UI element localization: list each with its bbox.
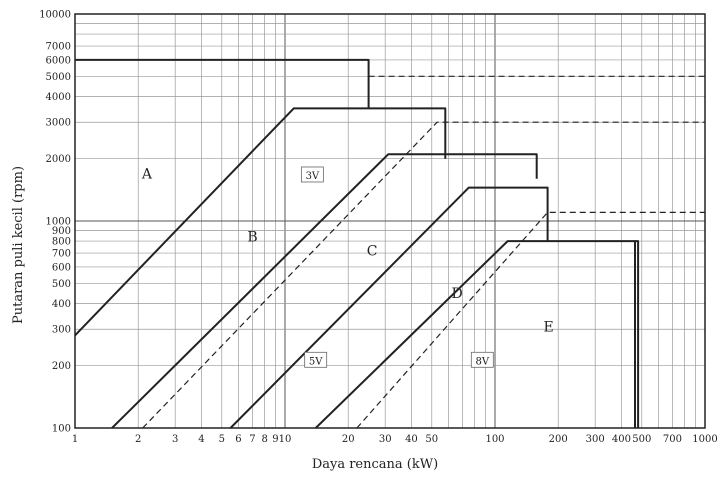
plot-frame <box>74 13 706 429</box>
belt-type-label: A <box>141 166 153 182</box>
belt-tag-box <box>470 351 494 368</box>
y-tick-label: 1000 <box>46 217 71 228</box>
x-tick-label: 9 <box>272 434 278 445</box>
region-labels: A B C D E 3V 5V 8V <box>141 166 554 368</box>
belt-type-label: C <box>367 244 378 260</box>
belt-tag-label: 3V <box>306 171 320 182</box>
x-tick-label: 5 <box>219 434 225 445</box>
dashed-boundary-line <box>142 121 705 429</box>
x-tick-labels: 1 2 3 4 5 6 7 8 9 10 20 30 40 50 100 200 300 400 500 700 100… <box>72 434 718 445</box>
x-tick-label: 50 <box>425 434 438 445</box>
x-tick-label: 8 <box>261 434 267 445</box>
y-tick-label: 800 <box>52 237 71 248</box>
belt-boundary-line <box>111 153 538 429</box>
x-tick-label: 7 <box>249 434 255 445</box>
x-tick-label: 2 <box>135 434 141 445</box>
belt-type-label: E <box>543 319 553 335</box>
y-axis-label: Putaran puli kecil (rpm) <box>11 166 26 324</box>
chart-lines <box>74 58 705 429</box>
belt-boundary-line <box>315 240 640 429</box>
x-tick-label: 1000 <box>692 434 717 445</box>
x-tick-label: 3 <box>172 434 178 445</box>
belt-tag-box <box>304 351 328 368</box>
x-tick-label: 100 <box>485 434 504 445</box>
belt-tag-box <box>300 166 324 183</box>
y-tick-label: 100 <box>52 424 71 435</box>
y-tick-label: 900 <box>52 226 71 237</box>
belt-type-label: D <box>451 286 462 302</box>
x-tick-label: 1 <box>72 434 78 445</box>
y-tick-label: 600 <box>52 262 71 273</box>
y-tick-label: 6000 <box>46 55 71 66</box>
y-tick-label: 7000 <box>46 42 71 53</box>
x-tick-label: 300 <box>586 434 605 445</box>
belt-type-label: B <box>247 230 257 246</box>
y-tick-label: 4000 <box>46 92 71 103</box>
x-tick-label: 500 <box>632 434 651 445</box>
belt-tag-label: 5V <box>309 356 323 367</box>
x-tick-label: 10 <box>279 434 292 445</box>
y-tick-label: 10000 <box>39 10 71 21</box>
y-tick-label: 700 <box>52 249 71 260</box>
x-tick-label: 200 <box>549 434 568 445</box>
y-tick-label: 5000 <box>46 72 71 83</box>
x-tick-label: 20 <box>342 434 355 445</box>
y-tick-label: 200 <box>52 361 71 372</box>
x-tick-label: 4 <box>198 434 204 445</box>
belt-boundary-line <box>74 107 447 337</box>
belt-boundary-line <box>229 186 549 429</box>
belt-tag-label: 8V <box>476 356 490 367</box>
belt-boundary-line <box>75 58 370 109</box>
y-tick-label: 400 <box>52 299 71 310</box>
x-tick-label: 6 <box>235 434 241 445</box>
x-tick-label: 700 <box>663 434 682 445</box>
y-tick-label: 300 <box>52 325 71 336</box>
y-tick-label: 3000 <box>46 118 71 129</box>
x-tick-label: 30 <box>379 434 392 445</box>
x-tick-label: 40 <box>405 434 418 445</box>
y-tick-label: 2000 <box>46 154 71 165</box>
x-tick-label: 400 <box>612 434 631 445</box>
y-tick-label: 500 <box>52 279 71 290</box>
x-axis-label: Daya rencana (kW) <box>312 457 438 472</box>
dashed-boundary-line <box>356 211 705 429</box>
